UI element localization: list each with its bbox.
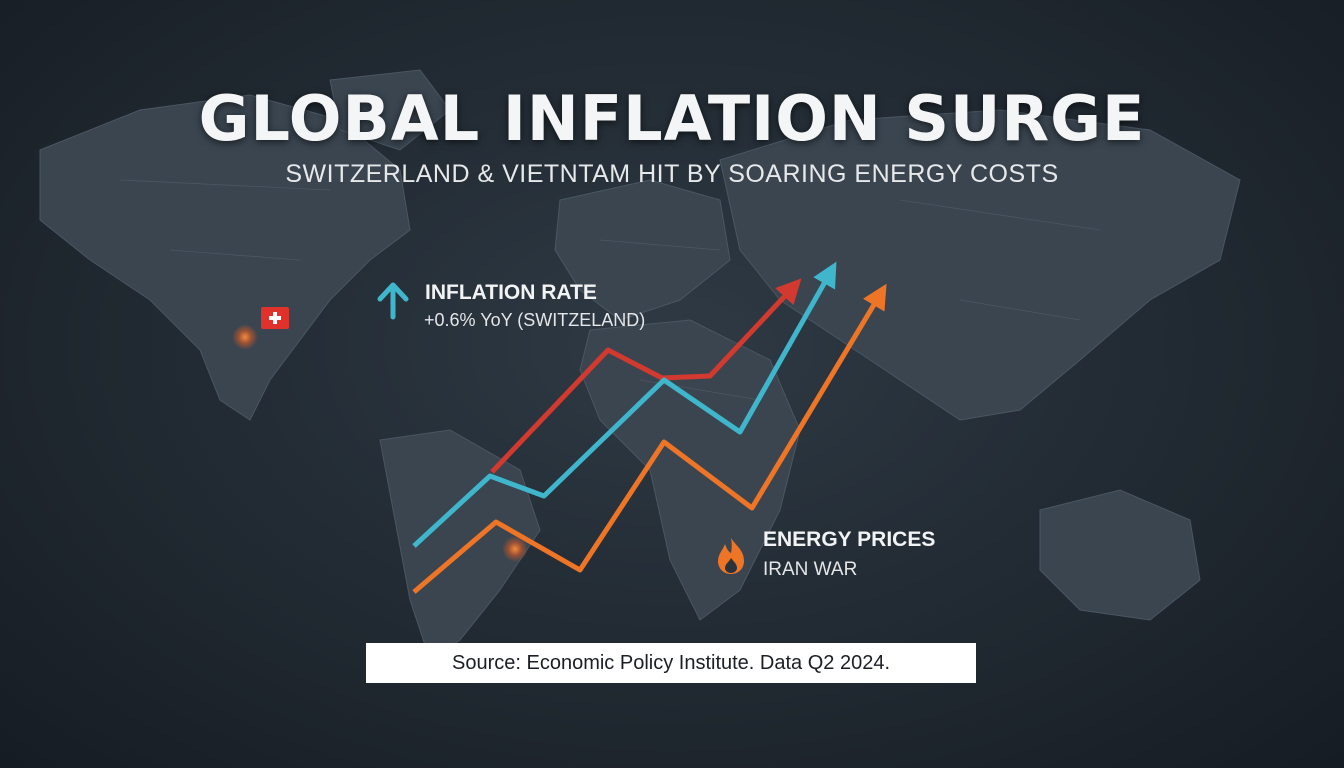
inflation-rate-value: +0.6% YoY (SWITZELAND) xyxy=(424,310,646,330)
subheadline: SWITZERLAND & VIETNTAM HIT BY SOARING EN… xyxy=(285,160,1059,188)
red-trend-line xyxy=(490,278,802,474)
hotspot-marker xyxy=(502,536,528,562)
greenland-landmass xyxy=(329,69,451,151)
border-line xyxy=(119,179,1101,401)
headline: GLOBAL INFLATION SURGE xyxy=(198,82,1146,155)
north-america-landmass xyxy=(39,94,411,421)
source-banner: Source: Economic Policy Institute. Data … xyxy=(366,643,976,683)
energy-prices-subtitle: IRAN WAR xyxy=(763,559,858,580)
energy-prices-label: ENERGY PRICES xyxy=(763,528,936,551)
blue-trend-line xyxy=(412,261,837,548)
source-text: Source: Economic Policy Institute. Data … xyxy=(452,651,890,674)
africa-landmass xyxy=(579,319,801,621)
flame-icon xyxy=(718,538,744,574)
south-america-landmass xyxy=(379,429,541,661)
orange-trend-line xyxy=(412,283,887,594)
australia-landmass xyxy=(1039,489,1201,621)
hotspot-marker xyxy=(232,324,258,350)
arrow-up-icon xyxy=(377,282,409,320)
inflation-rate-label: INFLATION RATE xyxy=(425,281,597,304)
europe-landmass xyxy=(554,179,731,321)
swiss-flag-icon xyxy=(261,307,289,329)
